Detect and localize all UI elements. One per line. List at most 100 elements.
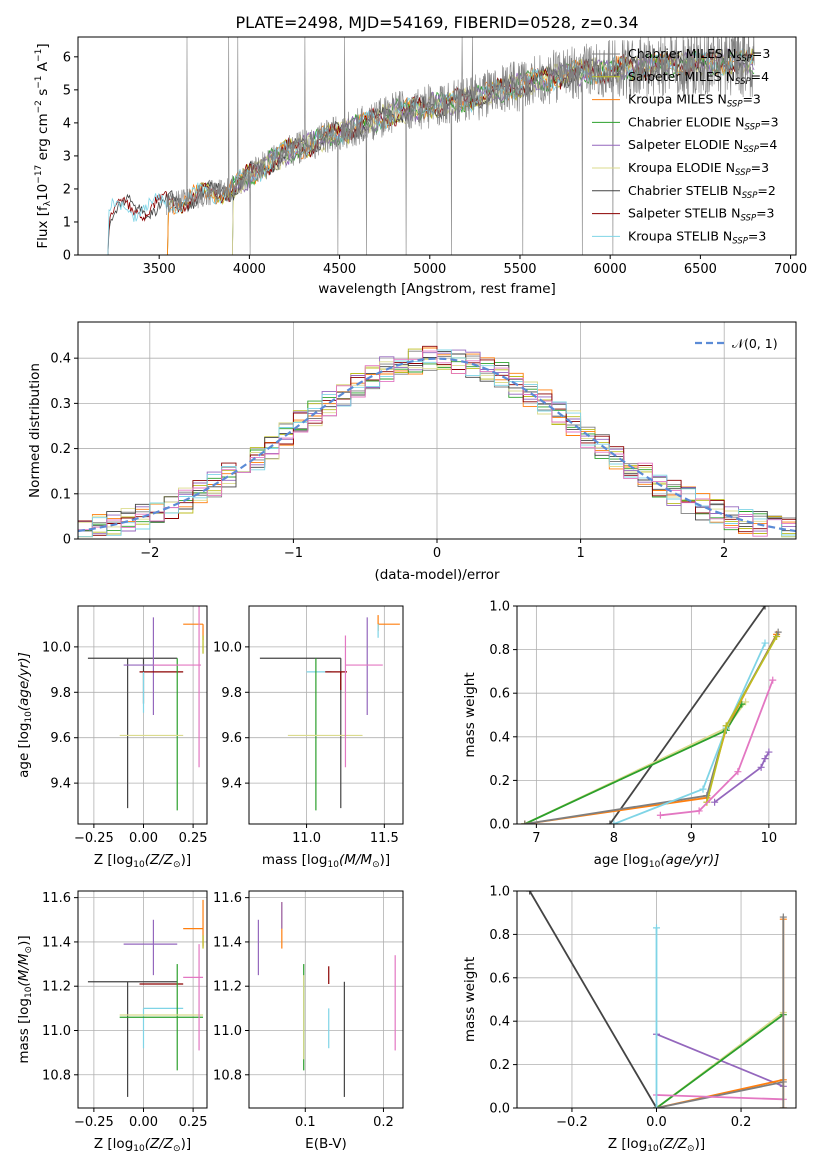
axes-frame	[248, 890, 404, 1109]
label-part: N	[726, 160, 735, 175]
label-part: SSP	[742, 191, 758, 201]
x-tick-label: 7000	[774, 262, 807, 277]
plus-marker	[761, 639, 769, 647]
errorbar-point	[87, 657, 178, 809]
y-tick-label: 10.8	[42, 1068, 71, 1083]
y-tick-label: 1.0	[489, 885, 510, 900]
label-part: N	[726, 69, 735, 84]
series-line	[656, 1081, 784, 1108]
label-part: −1	[34, 75, 44, 88]
x-tick-label: 0	[433, 546, 441, 561]
series-line	[656, 1094, 784, 1101]
label-part: Z [log	[94, 1136, 133, 1152]
label-part: =3	[760, 114, 778, 129]
label-part: ⊙	[173, 860, 181, 870]
label-part: N	[727, 46, 736, 61]
x-tick-label: −1	[284, 546, 303, 561]
label-part: Kroupa STELIB	[628, 228, 719, 243]
plot-area	[517, 891, 796, 1108]
x-axis-label: Z [log10(Z/Z⊙)]	[94, 1136, 191, 1154]
y-tick-label: 0.1	[50, 487, 71, 502]
x-tick-label: 0.25	[179, 831, 208, 846]
legend-entry: Salpeter STELIB NSSP=3	[628, 206, 775, 224]
label-part: E(B-V)	[305, 1136, 347, 1152]
plus-marker	[656, 811, 664, 819]
label-part: )]	[695, 1136, 706, 1152]
plus-marker	[722, 722, 730, 730]
series-line	[609, 606, 766, 824]
legend-entry: Kroupa STELIB NSSP=3	[628, 228, 766, 246]
errorbar-point	[325, 671, 347, 691]
y-tick-label: 0.2	[50, 442, 71, 457]
axes-frame	[248, 605, 404, 825]
legend-entry: Chabrier STELIB NSSP=2	[628, 183, 776, 201]
y-tick-label: 0.4	[489, 1015, 510, 1030]
label-part: ⊙	[24, 946, 34, 954]
y-tick-label: 0.2	[489, 774, 510, 789]
y-tick-label: 0.3	[50, 397, 71, 412]
y-tick-label: 1	[63, 215, 71, 230]
plot-area	[106, 37, 755, 255]
label-part: SSP	[735, 168, 751, 178]
label-part: =3	[751, 160, 769, 175]
residual-histogram	[78, 345, 796, 536]
y-tick-label: 11.2	[42, 980, 71, 995]
label-part: ⊙	[372, 860, 380, 870]
label-part: =3	[748, 228, 766, 243]
x-tick-label: 11.5	[370, 831, 399, 846]
label-part: Z [log	[94, 852, 133, 868]
y-tick-label: 0.8	[489, 928, 510, 943]
plus-marker	[695, 807, 703, 815]
y-tick-label: 11.4	[213, 935, 242, 950]
y-axis-label: Normed distribution	[27, 363, 43, 498]
plot-area	[517, 606, 796, 824]
x-tick-label: 1	[576, 546, 584, 561]
panel-mass_weight_vs_age: 7 8 9 10 0.0 0.2 0.4 0.6 0.8 1.0	[489, 600, 797, 846]
chart-title: PLATE=2498, MJD=54169, FIBERID=0528, z=0…	[235, 13, 638, 32]
plus-marker	[774, 628, 782, 636]
y-axis-label: mass weight	[462, 957, 478, 1042]
plus-marker	[779, 913, 787, 921]
plus-marker	[699, 785, 707, 793]
x-axis-label: (data-model)/error	[374, 567, 500, 583]
label-part: ⊙	[173, 1144, 181, 1154]
label-part: (Z/Z	[145, 1136, 174, 1152]
y-tick-label: 11.2	[213, 980, 242, 995]
label-part: −1	[34, 49, 44, 62]
errorbar-point	[87, 981, 178, 1097]
label-part: 10	[649, 860, 661, 870]
plus-marker	[779, 1104, 787, 1108]
series-line	[524, 633, 778, 824]
y-tick-label: 0.8	[489, 643, 510, 658]
label-part: ⊙	[687, 1144, 695, 1154]
label-part: (age/yr)]	[16, 652, 32, 711]
x-tick-label: 2	[720, 546, 728, 561]
label-part: )]	[181, 852, 192, 868]
legend-entry: Kroupa ELODIE NSSP=3	[628, 160, 769, 178]
x-tick-label: 5500	[503, 262, 536, 277]
y-tick-label: 0.2	[489, 1058, 510, 1073]
plus-marker	[711, 798, 719, 806]
y-tick-label: 2	[63, 182, 71, 197]
plus-marker	[610, 820, 618, 824]
label-part: 10	[35, 184, 51, 201]
panel-mass_weight_vs_Z: −0.2 0.0 0.2 0.0 0.2 0.4 0.6 0.8 1.0	[489, 885, 797, 1130]
label-part: Salpeter STELIB	[628, 206, 727, 221]
errorbar-point	[123, 617, 178, 715]
label-part: SSP	[727, 100, 743, 110]
x-tick-label: 8	[610, 831, 618, 846]
label-part: mass [log	[262, 852, 328, 868]
y-axis-label: mass weight	[462, 672, 478, 757]
y-tick-label: 10.0	[42, 640, 71, 655]
y-tick-label: 10.0	[213, 640, 242, 655]
x-tick-label: 0.00	[129, 1115, 158, 1130]
y-tick-label: 11.0	[42, 1024, 71, 1039]
label-part: (Z/Z	[659, 1136, 688, 1152]
y-tick-label: 11.6	[42, 891, 71, 906]
label-part: Salpeter ELODIE	[628, 137, 730, 152]
label-part: 10	[24, 711, 34, 723]
errorbar-point	[377, 615, 400, 631]
x-tick-label: 7	[532, 831, 540, 846]
label-part: =4	[759, 137, 777, 152]
